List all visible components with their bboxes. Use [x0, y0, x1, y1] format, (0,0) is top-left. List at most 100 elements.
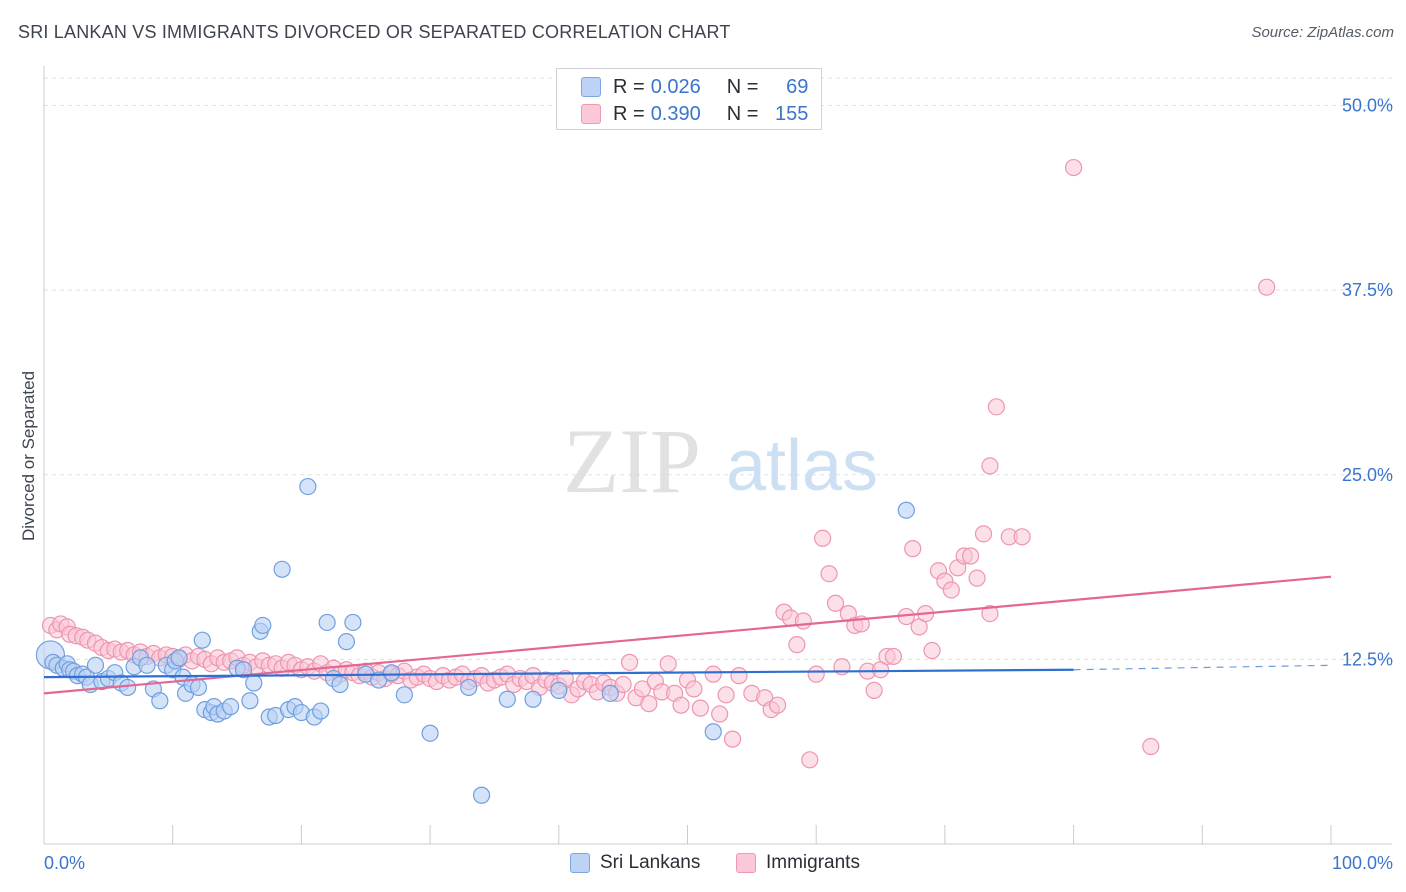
y-tick-label: 25.0% [1342, 465, 1393, 485]
immigrants-point [620, 653, 639, 671]
immigrants-point [826, 594, 845, 612]
immigrants-point [974, 525, 993, 543]
trend-lines [43, 575, 1332, 695]
axes [43, 66, 1392, 845]
immigrants-point [865, 681, 883, 700]
immigrants-point [691, 699, 709, 717]
immigrants-point [923, 641, 941, 660]
sri-lankans-trend-extension [1073, 664, 1332, 671]
immigrants-point [884, 647, 903, 666]
sri-lankans-point [170, 649, 188, 667]
source-label: Source: ZipAtlas.com [1251, 24, 1394, 41]
immigrants-point [981, 457, 999, 475]
sri-lankans-point [550, 681, 568, 700]
legend-item-sri-lankans[interactable]: Sri Lankans [570, 852, 700, 874]
sri-lankans-point [193, 631, 211, 649]
sri-lankans-point [897, 501, 915, 519]
x-tick-label: 100.0% [1332, 853, 1393, 873]
immigrants-point [904, 540, 922, 558]
immigrants-swatch [581, 104, 601, 124]
immigrants-point [730, 667, 748, 685]
immigrants-point [1013, 528, 1031, 546]
legend-item-immigrants[interactable]: Immigrants [736, 852, 860, 874]
sri-lankans-point [704, 723, 722, 741]
sri-lankans-point [344, 613, 362, 632]
watermark-zip: ZIP [563, 410, 701, 512]
stats-legend: R = 0.026 N = 69 R = 0.390 N = 155 [556, 68, 822, 130]
r-label: R = [613, 75, 645, 98]
sri-lankans-point [273, 560, 291, 578]
immigrants-point [1142, 737, 1160, 756]
sri-lankans-point [299, 477, 317, 496]
legend-label-sri-lankans: Sri Lankans [600, 852, 701, 873]
immigrants-point [704, 665, 722, 683]
sri-lankans-point [151, 692, 169, 710]
y-tick-label: 37.5% [1342, 280, 1393, 300]
immigrants-point [981, 604, 999, 623]
sri-lankans-point [222, 698, 240, 716]
sri-lankans-point [245, 674, 263, 692]
immigrants-point [640, 695, 658, 713]
immigrants-point [987, 398, 1005, 416]
immigrants-point [768, 696, 787, 714]
immigrants-point [723, 730, 742, 748]
immigrants-point [788, 636, 806, 654]
immigrants-swatch [736, 853, 756, 873]
immigrants-point [633, 680, 652, 698]
sri-lankans-swatch [581, 77, 601, 97]
y-axis-label: Divorced or Separated [19, 371, 38, 541]
n-label: N = [726, 102, 759, 125]
sri-lankans-point [460, 678, 478, 697]
immigrants-point [968, 569, 986, 587]
sri-lankans-point [370, 671, 388, 689]
r-value: 0.390 [650, 102, 701, 125]
immigrants-point [807, 665, 825, 683]
immigrants-point [801, 751, 819, 769]
sri-lankans-point [312, 702, 330, 720]
watermark: ZIP atlas [563, 410, 878, 512]
stats-row-sri-lankans: R = 0.026 N = 69 [581, 75, 808, 99]
n-value: 155 [775, 102, 809, 125]
tick-labels: 12.5% 25.0% 37.5% 50.0% 0.0% 100.0% [44, 96, 1393, 873]
sri-lankans-points [35, 477, 915, 804]
r-label: R = [613, 102, 645, 125]
immigrants-point [659, 655, 677, 673]
sri-lankans-point [395, 686, 413, 704]
immigrants-point [1064, 158, 1083, 177]
n-value: 69 [786, 75, 809, 98]
sri-lankans-point [241, 692, 259, 710]
sri-lankans-trend-line [43, 668, 1074, 679]
sri-lankans-point [189, 678, 208, 697]
stats-row-immigrants: R = 0.390 N = 155 [581, 102, 808, 126]
immigrants-point [672, 696, 690, 714]
sri-lankans-point [119, 678, 137, 697]
chart-title: SRI LANKAN VS IMMIGRANTS DIVORCED OR SEP… [18, 22, 731, 42]
x-tick-label: 0.0% [44, 853, 85, 873]
watermark-atlas: atlas [726, 426, 878, 506]
immigrants-point [717, 686, 735, 704]
sri-lankans-point [138, 656, 156, 674]
sri-lankans-point [472, 786, 491, 804]
immigrants-point [1258, 278, 1276, 296]
series-legend: Sri Lankans Immigrants [0, 852, 1406, 878]
n-label: N = [726, 75, 759, 98]
sri-lankans-point [382, 664, 401, 682]
sri-lankans-point [421, 724, 439, 742]
immigrants-point [820, 565, 838, 583]
y-tick-label: 12.5% [1342, 649, 1393, 669]
immigrants-trend-line [43, 575, 1332, 695]
sri-lankans-point [234, 661, 253, 679]
y-tick-label: 50.0% [1342, 96, 1393, 116]
immigrants-point [794, 612, 812, 630]
sri-lankans-point [86, 656, 105, 674]
immigrants-point [962, 547, 980, 565]
immigrants-point [942, 581, 960, 599]
sri-lankans-point [524, 690, 542, 708]
immigrants-point [685, 680, 703, 698]
sri-lankans-point [254, 616, 272, 635]
immigrants-point [614, 675, 632, 694]
grid-lines [44, 77, 1392, 660]
sri-lankans-point [331, 675, 349, 694]
r-value: 0.026 [650, 75, 701, 98]
